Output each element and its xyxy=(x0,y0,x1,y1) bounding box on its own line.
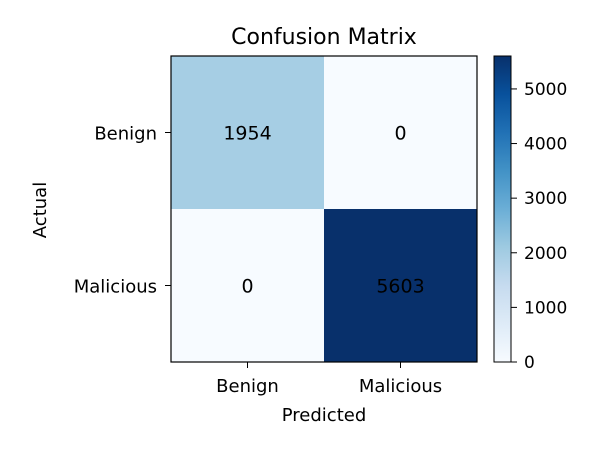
x-tick-label: Benign xyxy=(216,376,279,397)
y-axis-label: Actual xyxy=(30,182,51,238)
y-tick-label: Malicious xyxy=(74,277,157,298)
chart-title: Confusion Matrix xyxy=(231,25,417,50)
matrix-cell-0-1 xyxy=(324,56,477,209)
colorbar-tick-label: 3000 xyxy=(524,189,567,209)
colorbar-tick-label: 0 xyxy=(524,353,535,373)
y-tick-label: Benign xyxy=(94,124,157,145)
cell-value-label: 0 xyxy=(394,123,406,145)
colorbar-tick-label: 2000 xyxy=(524,244,567,264)
colorbar-tick-label: 4000 xyxy=(524,135,567,155)
y-axis-ticks: Benign Malicious xyxy=(74,124,171,298)
cell-value-label: 5603 xyxy=(376,276,424,298)
x-tick-label: Malicious xyxy=(359,376,442,397)
plot-frame xyxy=(170,55,478,363)
x-axis-ticks: Benign Malicious xyxy=(216,362,442,397)
colorbar-tick-label: 5000 xyxy=(524,80,567,100)
x-axis-label: Predicted xyxy=(282,405,367,426)
cell-value-label: 1954 xyxy=(223,123,271,145)
matrix-cell-0-0 xyxy=(171,56,324,209)
cell-value-label: 0 xyxy=(241,276,253,298)
colorbar-gradient xyxy=(493,55,512,363)
matrix-cell-1-1 xyxy=(324,209,477,362)
colorbar-tick-label: 1000 xyxy=(524,298,567,318)
matrix-cell-1-0 xyxy=(171,209,324,362)
colorbar: 0 1000 2000 3000 4000 5000 xyxy=(493,55,567,373)
matrix-plot-area: 1954 0 0 5603 xyxy=(170,55,478,363)
